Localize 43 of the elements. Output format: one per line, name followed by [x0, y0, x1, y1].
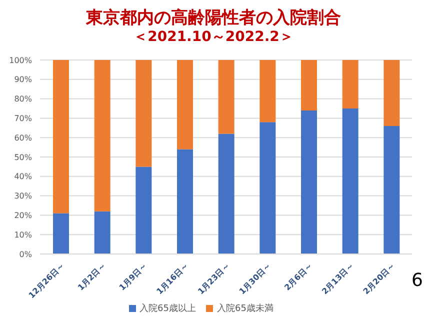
- y-tick-label: 70%: [14, 114, 32, 124]
- bar: [301, 60, 317, 110]
- chart-title: 東京都内の高齢陽性者の入院割合: [84, 7, 342, 29]
- bar: [218, 60, 234, 134]
- bar: [260, 122, 276, 254]
- x-tick-label: 1月2日～: [76, 261, 108, 292]
- bar: [218, 134, 234, 254]
- bar: [177, 149, 193, 254]
- bar: [94, 211, 110, 254]
- y-tick-label: 20%: [14, 211, 32, 220]
- bar: [301, 110, 317, 254]
- y-tick-label: 0%: [19, 250, 32, 259]
- x-tick-label: 12月26日～: [27, 261, 66, 300]
- y-tick-label: 80%: [14, 94, 32, 104]
- bar: [342, 108, 358, 254]
- text: 6: [412, 270, 423, 291]
- y-tick-label: 30%: [14, 192, 32, 201]
- x-tick-label: 2月20日～: [362, 261, 397, 296]
- y-tick-label: 90%: [14, 75, 32, 84]
- bar: [177, 60, 193, 150]
- bar: [260, 60, 276, 122]
- legend-label: 入院65歳未満: [217, 304, 274, 314]
- chart-subtitle: ＜2021.10～2022.2＞: [132, 28, 294, 46]
- x-tick-label: 2月13日～: [320, 261, 356, 296]
- x-tick-label: 1月9日～: [118, 261, 149, 292]
- bar: [384, 60, 400, 126]
- bar: [94, 60, 110, 212]
- bar: [136, 166, 152, 254]
- x-tick-label: 1月16日～: [154, 261, 190, 296]
- y-tick-label: 10%: [14, 230, 32, 240]
- y-tick-label: 100%: [9, 56, 32, 65]
- x-tick-label: 1月30日～: [238, 261, 273, 296]
- bar: [384, 126, 400, 254]
- bar: [342, 60, 358, 108]
- x-tick-label: 1月23日～: [196, 261, 232, 296]
- bar: [136, 60, 152, 167]
- y-tick-label: 50%: [14, 152, 32, 162]
- y-tick-label: 60%: [14, 133, 32, 142]
- bar: [53, 60, 69, 214]
- x-tick-label: 2月6日～: [282, 261, 314, 292]
- y-tick-label: 40%: [14, 172, 32, 182]
- legend-label: 入院65歳以上: [140, 304, 196, 314]
- bar: [53, 213, 69, 254]
